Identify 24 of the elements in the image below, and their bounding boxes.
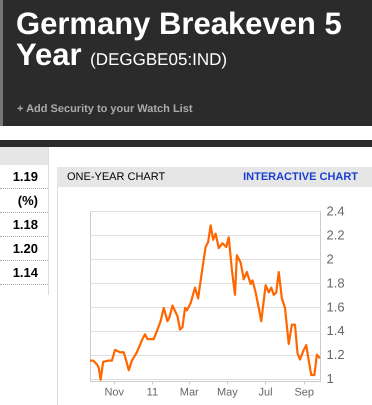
text: ONE-YEAR CHART (67, 170, 166, 185)
x-tick-label: 11 (146, 386, 158, 398)
x-tick-label: Nov (104, 386, 125, 398)
y-tick-label: 1.6 (326, 299, 345, 314)
text: + Add Security to your Watch List (17, 103, 193, 115)
text: 1.18 (0, 213, 48, 237)
y-tick-label: 2 (326, 251, 334, 266)
text: 1.20 (0, 237, 48, 261)
chart-subtitle: (DEGGBE05:IND) (90, 50, 228, 69)
y-tick-label: 1.4 (326, 323, 345, 338)
line-series (88, 224, 322, 381)
y-tick-label: 1.8 (326, 275, 345, 290)
text: 1.19 (0, 165, 48, 189)
x-tick-label: Sep (294, 386, 314, 398)
y-tick-label: 1.2 (326, 347, 345, 362)
text: INTERACTIVE CHART (243, 170, 358, 185)
x-tick-label: May (216, 386, 238, 398)
text: (%) (0, 189, 48, 213)
x-tick-label: Mar (180, 386, 200, 398)
y-tick-label: 1 (326, 371, 334, 386)
y-tick-label: 2.2 (326, 227, 345, 242)
y-tick-label: 2.4 (326, 204, 345, 218)
x-tick-label: Jul (258, 386, 273, 398)
text: 1.14 (0, 261, 48, 285)
